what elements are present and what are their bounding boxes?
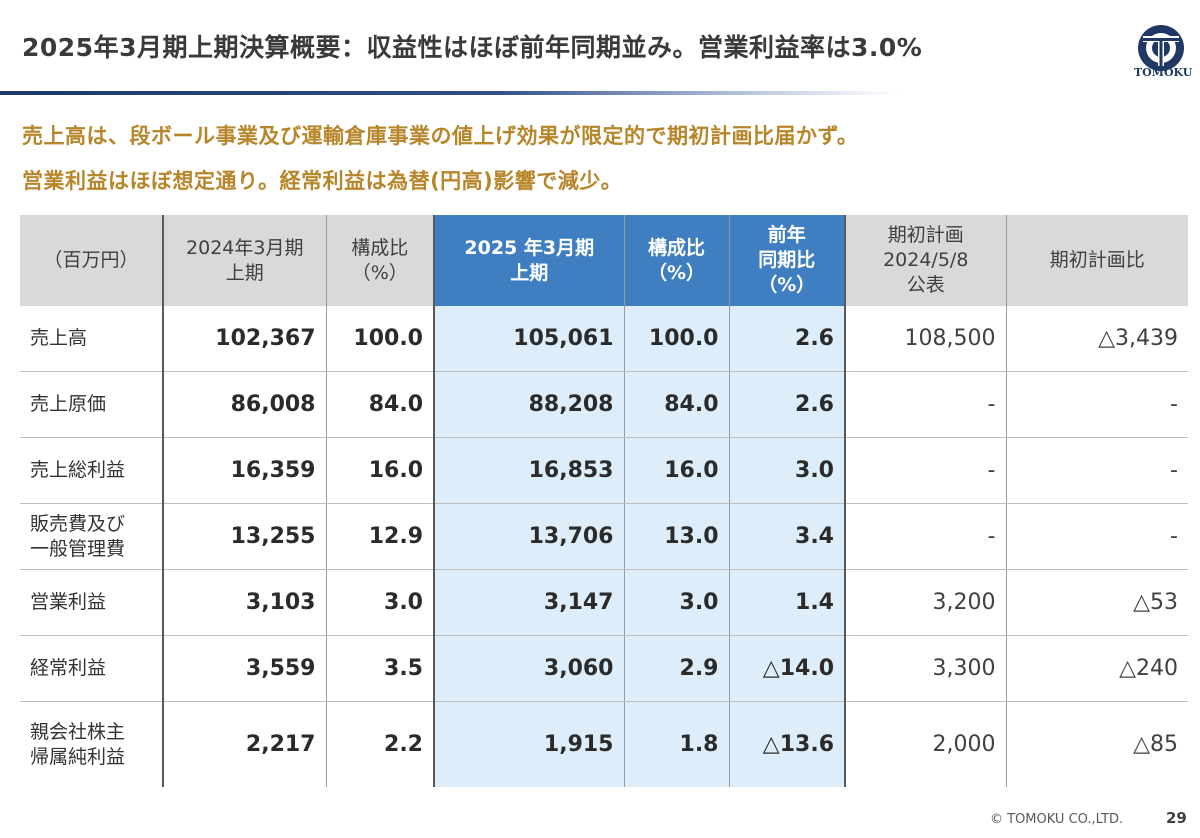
prev-ratio-value: 3.0 [326,569,435,636]
row-label: 売上原価 [20,371,164,438]
prev-period-value: 16,359 [163,437,327,504]
header-prev-ratio: 構成比 （%） [326,215,435,306]
header-yoy: 前年 同期比 （%） [729,215,846,306]
header-curr-period: 2025 年3月期 上期 [434,215,625,306]
logo-wordmark: TOMOKU [1134,66,1193,79]
curr-period-value: 3,147 [434,569,625,636]
curr-period-value: 105,061 [434,306,625,372]
table-row: 売上高 102,367 100.0 105,061 100.0 2.6 108,500 △3,… [20,306,1188,372]
yoy-value: 1.4 [729,569,846,636]
table-row: 売上原価 86,008 84.0 88,208 84.0 2.6- - [20,371,1188,438]
copyright: © TOMOKU CO.,LTD. [990,812,1124,827]
lead-text-2: 営業利益はほぼ想定通り。経常利益は為替(円高)影響で減少。 [22,169,623,193]
prev-ratio-value: 3.5 [326,635,435,702]
header-curr-ratio: 構成比 （%） [624,215,730,306]
plan-value: - [845,437,1007,504]
prev-period-value: 3,103 [163,569,327,636]
curr-period-value: 16,853 [434,437,625,504]
table-row: 経常利益 3,559 3.5 3,060 2.9 △14.0 3,300 △240 [20,635,1188,702]
prev-period-value: 2,217 [163,701,327,787]
table-header-row: （百万円） 2024年3月期 上期 構成比 （%） 2025 年3月期 上期 構成比（… [20,215,1188,306]
table-row: 営業利益 3,103 3.0 3,147 3.0 1.4 3,200 △53 [20,569,1188,636]
table-row: 親会社株主 帰属純利益 2,217 2.2 1,915 1.8 △13.6 2,000 △85 [20,701,1188,787]
table-row: 売上総利益 16,359 16.0 16,853 16.0 3.0- - [20,437,1188,504]
yoy-value: 3.4 [729,503,846,570]
plan-diff-value: - [1006,503,1188,570]
prev-period-value: 86,008 [163,371,327,438]
plan-value: 108,500 [845,306,1007,372]
plan-diff-value: - [1006,437,1188,504]
curr-ratio-value: 16.0 [624,437,730,504]
curr-ratio-value: 2.9 [624,635,730,702]
plan-value: - [845,371,1007,438]
plan-diff-value: △53 [1006,569,1188,636]
curr-ratio-value: 3.0 [624,569,730,636]
row-label: 販売費及び 一般管理費 [20,503,164,570]
title-underline [0,91,900,95]
row-label: 売上高 [20,306,164,372]
prev-ratio-value: 16.0 [326,437,435,504]
prev-ratio-value: 12.9 [326,503,435,570]
prev-period-value: 3,559 [163,635,327,702]
curr-period-value: 3,060 [434,635,625,702]
plan-diff-value: △3,439 [1006,306,1188,372]
curr-period-value: 88,208 [434,371,625,438]
prev-ratio-value: 2.2 [326,701,435,787]
row-label: 営業利益 [20,569,164,636]
curr-period-value: 1,915 [434,701,625,787]
prev-period-value: 102,367 [163,306,327,372]
page-number: 29 [1166,809,1187,827]
tomoku-logo-icon [1138,25,1184,71]
header-plan-diff: 期初計画比 [1006,215,1188,306]
plan-value: 3,200 [845,569,1007,636]
row-label: 親会社株主 帰属純利益 [20,701,164,787]
header-plan: 期初計画 2024/5/8 公表 [845,215,1007,306]
curr-ratio-value: 84.0 [624,371,730,438]
plan-diff-value: △85 [1133,732,1178,757]
plan-value: - [845,503,1007,570]
prev-period-value: 13,255 [163,503,327,570]
prev-ratio-value: 100.0 [326,306,435,372]
yoy-value: 2.6 [729,371,846,438]
table-row: 販売費及び 一般管理費 13,255 12.9 13,706 13.0 3.4- - [20,503,1188,570]
yoy-value: △14.0 [729,635,846,702]
financial-summary-table: （百万円） 2024年3月期 上期 構成比 （%） 2025 年3月期 上期 構成比（… [20,215,1188,787]
curr-ratio-value: 13.0 [624,503,730,570]
plan-value: 3,300 [845,635,1007,702]
plan-diff-value: - [1006,371,1188,438]
row-label: 経常利益 [20,635,164,702]
yoy-value: △13.6 [729,701,846,787]
curr-ratio-value: 1.8 [624,701,730,787]
header-unit: （百万円） [20,215,164,306]
yoy-value: 2.6 [729,306,846,372]
row-label: 売上総利益 [20,437,164,504]
curr-period-value: 13,706 [434,503,625,570]
plan-diff-value: △240 [1006,635,1188,702]
lead-text-1: 売上高は、段ボール事業及び運輸倉庫事業の値上げ効果が限定的で期初計画比届かず。 [22,124,859,148]
header-prev-period: 2024年3月期 上期 [163,215,327,306]
yoy-value: 3.0 [729,437,846,504]
curr-ratio-value: 100.0 [624,306,730,372]
plan-value: 2,000 [845,701,1007,787]
prev-ratio-value: 84.0 [326,371,435,438]
page-title: 2025年3月期上期決算概要：収益性はほぼ前年同期並み。営業利益率は3.0% [22,33,923,62]
